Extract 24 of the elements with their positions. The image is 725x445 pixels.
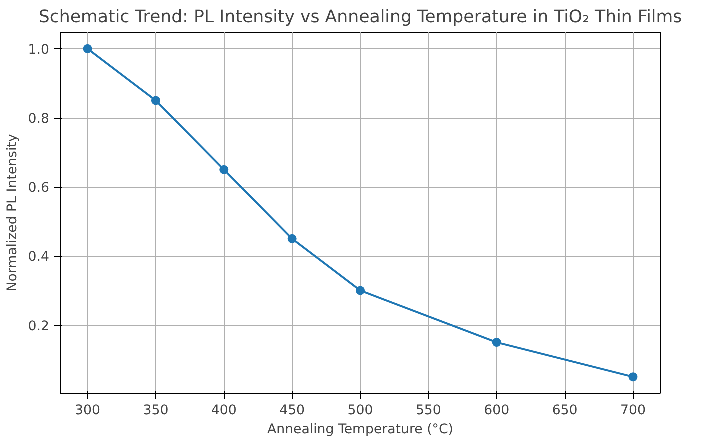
point (220, 165, 229, 174)
x-tick-label: 300 (75, 404, 101, 418)
x-axis-title: Annealing Temperature (°C) (268, 422, 454, 438)
chart-title: Schematic Trend: PL Intensity vs Annealing Temperature in TiO₂ Thin Films (38, 8, 682, 28)
x-tick-label: 400 (211, 404, 237, 418)
x-tick-label: 350 (143, 404, 169, 418)
x-tick-label: 500 (348, 404, 374, 418)
y-tick-label: 0.2 (28, 319, 50, 334)
y-tick-label: 0.6 (28, 181, 50, 196)
y-tick-label: 0.8 (28, 112, 50, 127)
x-tick-label: 600 (484, 404, 510, 418)
y-axis-title: Normalized PL Intensity (5, 134, 20, 292)
point (288, 234, 297, 244)
point (83, 44, 92, 54)
point (151, 96, 160, 106)
y-tick-label: 1.0 (28, 42, 50, 58)
point (356, 286, 365, 296)
y-tick-label: 0.4 (28, 250, 50, 266)
x-tick-label: 450 (280, 404, 306, 418)
x-tick-label: 700 (620, 404, 646, 418)
x-tick-label: 550 (416, 404, 442, 418)
point (628, 372, 638, 382)
x-tick-label: 650 (552, 404, 578, 418)
point (492, 338, 502, 348)
